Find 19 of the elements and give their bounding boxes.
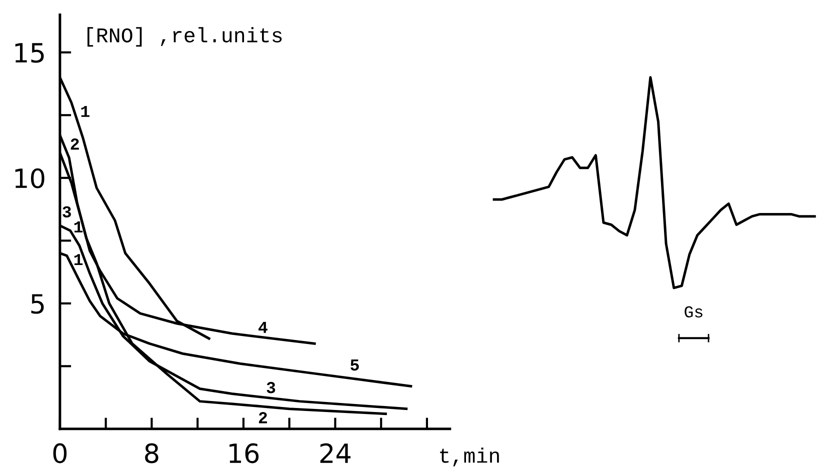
annotation: 2	[258, 412, 267, 424]
annotation: 3	[266, 382, 276, 394]
annotation: 3	[62, 206, 71, 218]
annotation: 1	[74, 254, 83, 266]
y-tick-label: 15	[15, 43, 44, 63]
annotation: 1	[81, 106, 90, 117]
x-tick-label: 8	[145, 443, 158, 464]
annotation: 2	[70, 138, 79, 150]
x-tick-label: 16	[230, 443, 259, 464]
x-tick-label: 0	[53, 443, 67, 464]
x-tick-label: 24	[320, 443, 351, 463]
x-axis-title: t,min	[440, 448, 499, 466]
annotation: 5	[350, 360, 359, 371]
y-tick-label: 5	[31, 294, 44, 314]
annotation: 4	[258, 322, 268, 333]
annotation: 1	[74, 221, 83, 232]
y-axis-title: [RNO] ,rel.units	[88, 27, 282, 47]
y-tick-label: 10	[15, 168, 44, 188]
text: Gs	[684, 306, 702, 318]
